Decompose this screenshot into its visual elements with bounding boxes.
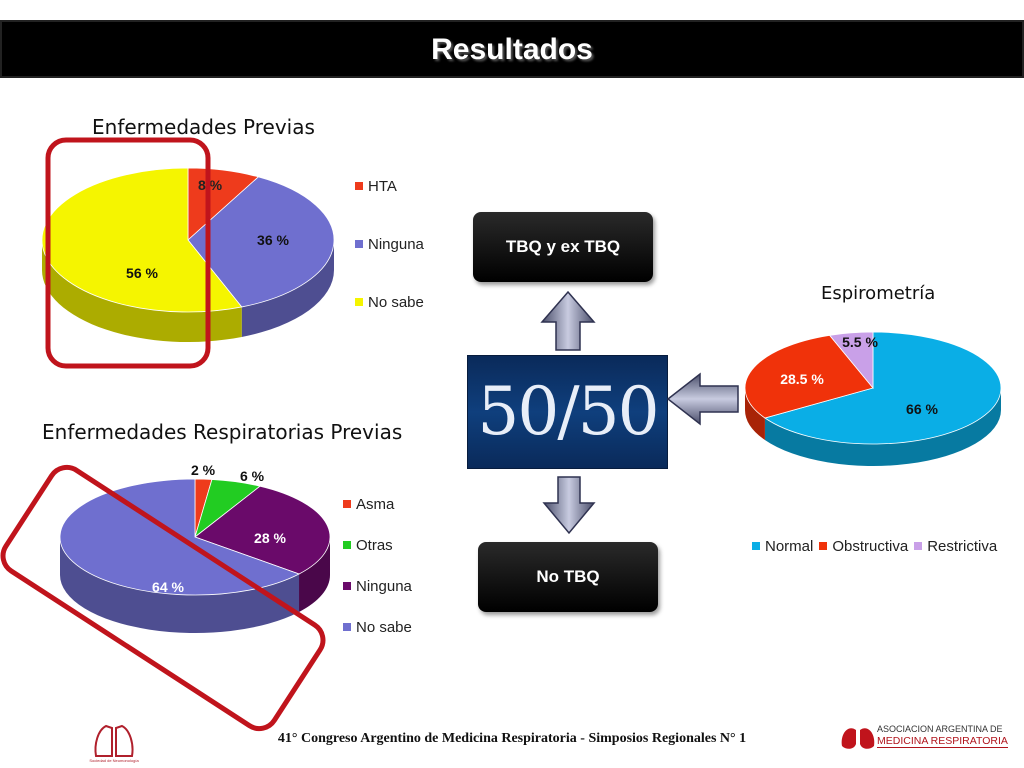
legend-label: No sabe [368, 293, 424, 311]
pie-value-label: 64 % [152, 579, 184, 595]
chart1-legend: HTA Ninguna No sabe [355, 176, 424, 312]
legend-item-ninguna: Ninguna [343, 576, 412, 596]
aamr-logo-line1: ASOCIACION ARGENTINA DE [877, 724, 1003, 734]
pie-slice-side [764, 388, 1001, 466]
pie-value-label: 2 % [191, 462, 216, 478]
tbq-ex-tbq-box: TBQ y ex TBQ [473, 212, 653, 282]
arrow-left-icon [666, 372, 739, 426]
pie-value-label: 66 % [906, 401, 938, 417]
legend-item-normal: Normal [752, 536, 813, 556]
pie-slice-normal [763, 331, 1002, 445]
lungs-icon [841, 720, 875, 749]
legend-swatch-obstructiva [819, 542, 828, 550]
pie-chart-enfermedades-respiratorias: 2 % 6 % 28 % 64 % [59, 462, 331, 633]
legend-label: HTA [368, 177, 397, 195]
ratio-value: 50/50 [477, 373, 659, 450]
legend-item-asma: Asma [343, 494, 412, 514]
legend-swatch-otras [343, 541, 351, 549]
legend-item-restrictiva: Restrictiva [914, 536, 997, 556]
pie-value-label: 36 % [257, 232, 289, 248]
chart1-title: Enfermedades Previas [92, 115, 315, 139]
pie-chart-enfermedades-previas: 8 % 36 % 56 % [41, 167, 335, 342]
footer-text: 41° Congreso Argentino de Medicina Respi… [277, 731, 747, 746]
legend-item-hta: HTA [355, 176, 424, 196]
arrow-down-icon [542, 476, 596, 535]
pie-slice-side [241, 240, 334, 337]
legend-label: Obstructiva [832, 537, 909, 555]
legend-item-ninguna: Ninguna [355, 234, 424, 254]
pie-value-label: 5.5 % [842, 334, 878, 350]
pie-slice-ninguna [187, 176, 335, 308]
pie-value-label: 6 % [240, 468, 265, 484]
chart2-legend: Asma Otras Ninguna No sabe [343, 494, 412, 637]
legend-item-no-sabe: No sabe [343, 617, 412, 637]
sociedad-logo: Sociedad de Neumonología [89, 724, 139, 763]
pie-value-label: 28 % [254, 530, 286, 546]
pie-slice-side [745, 388, 765, 441]
legend-label: Ninguna [356, 577, 412, 595]
legend-item-no-sabe: No sabe [355, 292, 424, 312]
legend-label: Ninguna [368, 235, 424, 253]
pie-slice-obstructiva [744, 334, 874, 419]
legend-swatch-restrictiva [914, 542, 923, 550]
ratio-box: 50/50 [467, 355, 668, 469]
legend-swatch-ninguna [343, 582, 351, 590]
legend-label: Asma [356, 495, 395, 513]
legend-swatch-asma [343, 500, 351, 508]
chart3-legend: Normal Obstructiva Restrictiva [752, 536, 997, 556]
chart3-title: Espirometría [821, 283, 936, 304]
no-tbq-box: No TBQ [478, 542, 658, 612]
pie-slice-restrictiva [828, 331, 874, 390]
sociedad-logo-text: Sociedad de Neumonología [89, 758, 139, 763]
legend-label: Restrictiva [927, 537, 998, 555]
pie-chart-espirometria: 66 % 28.5 % 5.5 % [744, 331, 1002, 466]
legend-label: Otras [356, 536, 393, 554]
slide-title: Resultados [431, 33, 593, 66]
legend-label: No sabe [356, 618, 412, 636]
legend-swatch-no-sabe [343, 623, 351, 631]
legend-swatch-hta [355, 182, 363, 190]
legend-item-obstructiva: Obstructiva [819, 536, 908, 556]
pie-value-label: 56 % [126, 265, 158, 281]
legend-label: Normal [765, 537, 814, 555]
legend-item-otras: Otras [343, 535, 412, 555]
title-bar: Resultados [0, 20, 1024, 78]
pie-value-label: 28.5 % [780, 371, 824, 387]
legend-swatch-normal [752, 542, 760, 550]
pie-value-label: 8 % [198, 177, 223, 193]
arrow-up-icon [540, 290, 596, 351]
aamr-logo-line2: MEDICINA RESPIRATORIA [877, 735, 1008, 748]
legend-swatch-ninguna [355, 240, 363, 248]
chart2-title: Enfermedades Respiratorias Previas [42, 420, 403, 444]
legend-swatch-no-sabe [355, 298, 363, 306]
